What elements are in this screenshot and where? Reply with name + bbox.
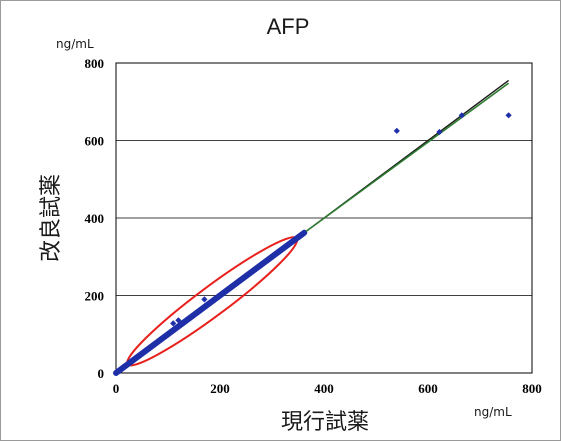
data-point — [266, 255, 273, 262]
data-point — [141, 348, 148, 356]
data-point — [436, 128, 443, 136]
chart-title: AFP — [267, 14, 310, 39]
x-tick-label: 600 — [418, 381, 438, 396]
x-axis-label: 現行試薬 — [281, 410, 369, 435]
y-tick-label: 800 — [85, 56, 105, 71]
x-tick-label: 800 — [522, 381, 542, 396]
y-unit-label: ng/mL — [56, 37, 94, 51]
x-tick-label: 400 — [314, 381, 334, 396]
dense-points-band — [113, 229, 308, 376]
data-point — [180, 319, 187, 326]
plot-area: 0 200 400 600 800 0 200 400 600 800 — [85, 56, 542, 396]
x-tick-label: 200 — [210, 381, 230, 396]
y-tick-label: 200 — [85, 289, 105, 304]
data-point — [301, 229, 308, 236]
regression-line — [302, 82, 510, 235]
x-tick-label: 0 — [113, 381, 120, 396]
data-point — [258, 261, 265, 268]
data-point — [219, 290, 226, 298]
data-point — [250, 267, 257, 274]
y-tick-label: 0 — [98, 366, 105, 381]
y-tick-label: 400 — [85, 211, 105, 226]
y-tick-label: 600 — [85, 134, 105, 149]
x-unit-label: ng/mL — [474, 405, 512, 419]
y-axis-label: 改良試薬 — [39, 174, 64, 262]
